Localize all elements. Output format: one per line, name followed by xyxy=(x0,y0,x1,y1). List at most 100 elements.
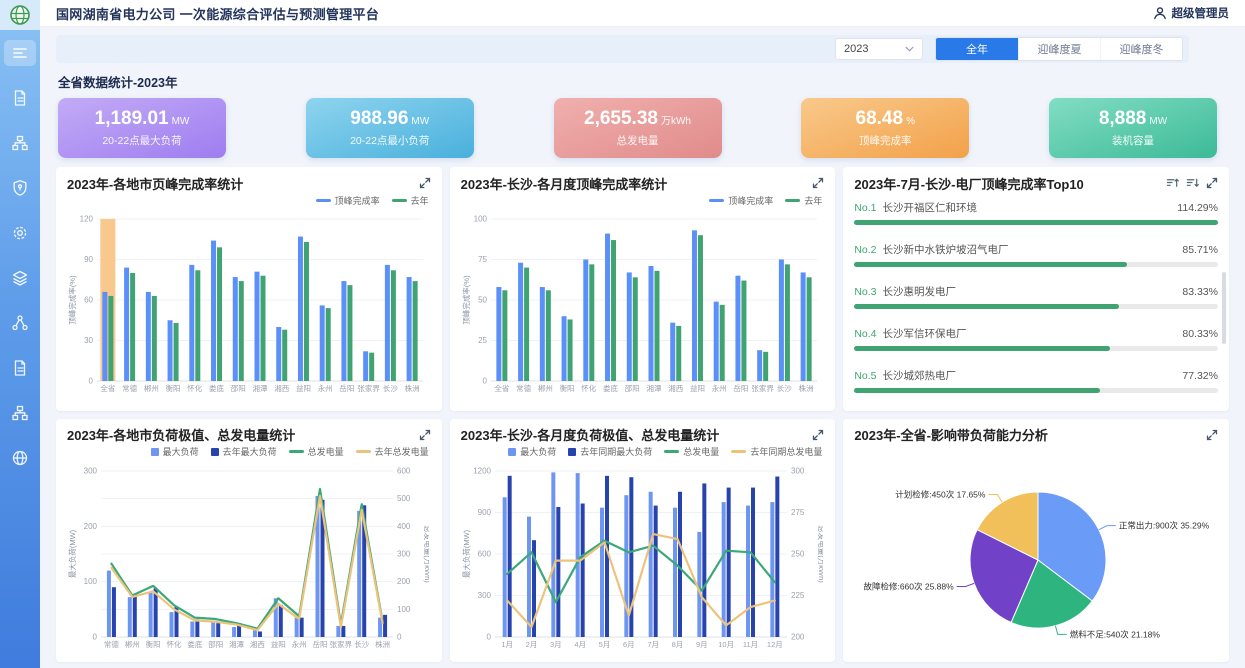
expand-icon[interactable] xyxy=(419,429,431,441)
svg-text:长沙: 长沙 xyxy=(383,383,398,393)
sort-descending-icon[interactable] xyxy=(1186,177,1199,189)
svg-text:常德: 常德 xyxy=(104,639,119,649)
svg-text:10月: 10月 xyxy=(718,640,734,649)
progress-track xyxy=(854,388,1218,393)
legend-item[interactable]: 去年同期总发电量 xyxy=(731,445,822,458)
chart-legend: 顶峰完成率 去年 xyxy=(67,193,429,207)
chevron-down-icon xyxy=(905,46,914,52)
expand-icon[interactable] xyxy=(1206,177,1218,189)
svg-text:0: 0 xyxy=(397,632,402,641)
kpi-label: 装机容量 xyxy=(1112,135,1154,147)
expand-icon[interactable] xyxy=(812,429,824,441)
tab-summer-peak[interactable]: 迎峰度夏 xyxy=(1018,38,1100,60)
legend-item[interactable]: 去年 xyxy=(391,194,429,207)
svg-text:300: 300 xyxy=(397,549,411,558)
expand-icon[interactable] xyxy=(1206,429,1218,441)
expand-icon[interactable] xyxy=(419,177,431,189)
sidebar-nav xyxy=(0,40,40,471)
svg-text:60: 60 xyxy=(84,296,93,305)
bar-chart-city-peak-rate: 0 30 60 90 120 顶峰完成率(%) 全省 常德 郴州 衡阳 怀化 娄底 邵阳 湘潭 湘西 益阳 永州… xyxy=(67,215,423,393)
svg-text:50: 50 xyxy=(478,296,487,305)
legend-item[interactable]: 最大负荷 xyxy=(508,445,556,458)
completion-pct: 114.29% xyxy=(1177,202,1218,214)
plant-name: 长沙军信环保电厂 xyxy=(882,328,967,340)
svg-text:400: 400 xyxy=(397,521,411,530)
sidebar-item-overview[interactable] xyxy=(4,40,36,66)
svg-text:益阳: 益阳 xyxy=(690,383,705,393)
layers-icon xyxy=(12,270,28,286)
kpi-card-min-load: 988.96 MW 20-22点最小负荷 xyxy=(305,98,474,158)
svg-text:总发电量(万kWh): 总发电量(万kWh) xyxy=(423,525,429,583)
svg-text:郴州: 郴州 xyxy=(125,640,140,649)
kpi-value: 2,655.38 xyxy=(584,108,658,129)
user-menu[interactable]: 超级管理员 xyxy=(1153,5,1230,21)
page-title: 国网湖南省电力公司 一次能源综合评估与预测管理平台 xyxy=(56,6,380,22)
sidebar xyxy=(0,0,40,668)
kpi-label: 20-22点最小负荷 xyxy=(350,135,430,147)
svg-text:30: 30 xyxy=(84,336,93,345)
top10-row: No.4 长沙军信环保电厂 80.33% xyxy=(854,326,1218,351)
sort-ascending-icon[interactable] xyxy=(1166,177,1179,189)
panel-title: 2023年-全省-影响带负荷能力分析 xyxy=(854,428,1048,443)
svg-text:100: 100 xyxy=(397,604,411,613)
panel-changsha-monthly-peak-rate: 2023年-长沙-各月度顶峰完成率统计 顶峰完成率 去年 0 25 50 75 100 顶… xyxy=(449,167,836,411)
panel-title: 2023年-长沙-各月度负荷极值、总发电量统计 xyxy=(460,428,720,443)
svg-text:衡阳: 衡阳 xyxy=(146,639,161,649)
sidebar-item-topology[interactable] xyxy=(4,310,36,336)
top10-row: No.1 长沙开福区仁和环境 114.29% xyxy=(854,200,1218,225)
svg-text:11月: 11月 xyxy=(743,640,758,649)
svg-text:故障检修:660次 25.88%: 故障检修:660次 25.88% xyxy=(864,581,955,591)
plant-name: 长沙惠明发电厂 xyxy=(882,286,957,298)
period-tabs: 全年 迎峰度夏 迎峰度冬 xyxy=(935,37,1183,61)
user-name: 超级管理员 xyxy=(1171,8,1230,20)
svg-text:0: 0 xyxy=(89,377,94,386)
legend-item[interactable]: 最大负荷 xyxy=(150,445,199,458)
sidebar-item-report[interactable] xyxy=(4,85,36,111)
legend-item[interactable]: 顶峰完成率 xyxy=(315,194,380,207)
rank-label: No.1 xyxy=(854,202,877,214)
svg-text:75: 75 xyxy=(478,255,487,264)
legend-item[interactable]: 总发电量 xyxy=(664,445,719,458)
top10-row: No.2 长沙新中水铁炉坡沼气电厂 85.71% xyxy=(854,242,1218,267)
sidebar-item-structure[interactable] xyxy=(4,130,36,156)
year-select[interactable]: 2023 xyxy=(835,38,923,60)
svg-text:1200: 1200 xyxy=(473,466,491,475)
tab-winter-peak[interactable]: 迎峰度冬 xyxy=(1100,38,1182,60)
panel-load-capacity-impact: 2023年-全省-影响带负荷能力分析 正常出力:900次 35.29% 燃料不足:… xyxy=(843,418,1229,662)
svg-text:3月: 3月 xyxy=(550,640,562,649)
svg-text:90: 90 xyxy=(84,255,93,264)
legend-item[interactable]: 去年 xyxy=(785,194,822,207)
kpi-unit: MW xyxy=(411,116,430,127)
svg-text:250: 250 xyxy=(791,549,805,558)
kpi-value: 8,888 xyxy=(1098,108,1147,129)
kpi-value: 68.48 xyxy=(855,108,904,129)
svg-text:岳阳: 岳阳 xyxy=(733,383,748,393)
svg-text:娄底: 娄底 xyxy=(187,639,202,649)
svg-text:常德: 常德 xyxy=(516,383,531,393)
legend-item[interactable]: 去年最大负荷 xyxy=(210,445,277,458)
legend-item[interactable]: 去年同期最大负荷 xyxy=(568,445,652,458)
sidebar-item-global[interactable] xyxy=(4,445,36,471)
svg-text:湘潭: 湘潭 xyxy=(229,640,244,649)
svg-text:0: 0 xyxy=(486,632,491,641)
tab-full-year[interactable]: 全年 xyxy=(936,38,1018,60)
svg-text:全省: 全省 xyxy=(494,383,509,393)
legend-item[interactable]: 总发电量 xyxy=(288,445,344,458)
expand-icon[interactable] xyxy=(812,177,824,189)
document-icon xyxy=(14,360,26,376)
svg-text:顶峰完成率(%): 顶峰完成率(%) xyxy=(461,275,471,325)
svg-text:湘西: 湘西 xyxy=(274,384,289,393)
scrollbar[interactable] xyxy=(1221,272,1226,344)
svg-text:湘潭: 湘潭 xyxy=(253,384,268,393)
legend-item[interactable]: 去年总发电量 xyxy=(355,445,429,458)
sidebar-item-data-layers[interactable] xyxy=(4,265,36,291)
sidebar-item-org[interactable] xyxy=(4,400,36,426)
svg-text:衡阳: 衡阳 xyxy=(559,383,574,393)
progress-fill xyxy=(854,220,1218,225)
sidebar-item-security[interactable] xyxy=(4,175,36,201)
legend-item[interactable]: 顶峰完成率 xyxy=(709,194,773,207)
sidebar-item-settings[interactable] xyxy=(4,220,36,246)
sidebar-item-archive[interactable] xyxy=(4,355,36,381)
svg-text:100: 100 xyxy=(84,577,98,586)
svg-text:燃料不足:540次 21.18%: 燃料不足:540次 21.18% xyxy=(1070,629,1161,639)
